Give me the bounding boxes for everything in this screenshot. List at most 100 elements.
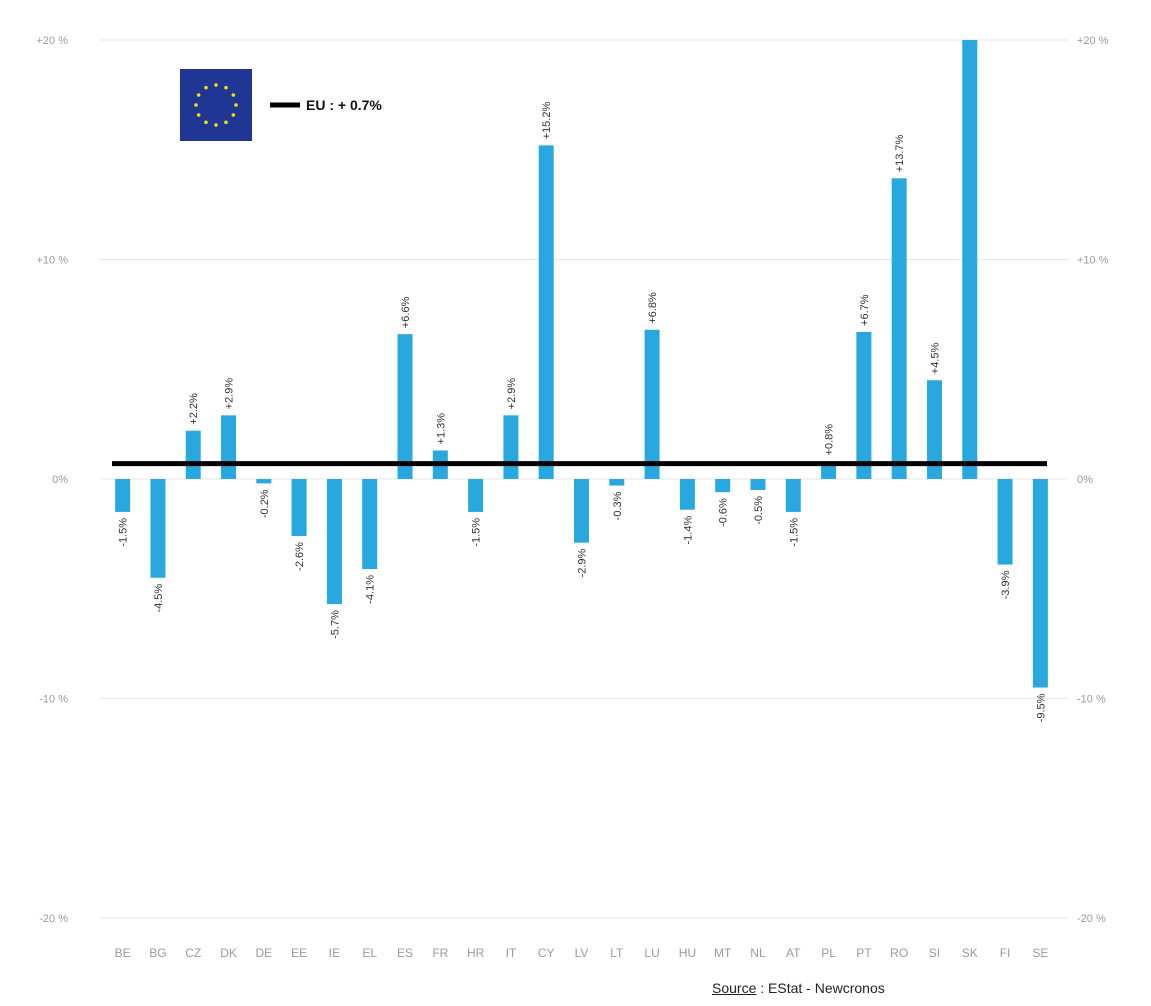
- y-tick-label-left: +20 %: [37, 35, 69, 47]
- bar-hu: [679, 479, 695, 510]
- x-tick-label: AT: [786, 946, 801, 960]
- data-label-dk: +2.9%: [224, 378, 236, 410]
- bar-it: [503, 415, 519, 479]
- x-tick-label: BE: [115, 946, 131, 960]
- x-axis-categories: BE BG CZ DK DE EE IE EL ES FR HR IT CY LV LT LU HU MT NL AT…: [115, 946, 1049, 960]
- x-tick-label: LU: [644, 946, 659, 960]
- flag-star: [224, 85, 228, 90]
- data-label-cy: +15.2%: [541, 102, 553, 140]
- y-tick-label-left: -10 %: [39, 694, 68, 706]
- x-tick-label: CY: [538, 946, 555, 960]
- bar-el: [362, 479, 378, 569]
- bars: [115, 40, 1048, 688]
- data-label-bg: -4.5%: [153, 584, 165, 613]
- data-label-hr: -1.5%: [471, 518, 483, 547]
- x-tick-label: HU: [679, 946, 696, 960]
- y-tick-label-right: +20 %: [1077, 35, 1109, 47]
- y-tick-label-right: +10 %: [1077, 255, 1109, 267]
- x-tick-label: EE: [291, 946, 307, 960]
- data-label-nl: -0.5%: [753, 496, 765, 525]
- bar-si: [926, 380, 942, 479]
- y-axis-left: +20 % +10 % 0% -10 % -20 %: [37, 35, 69, 925]
- x-tick-label: PL: [821, 946, 836, 960]
- data-label-es: +6.6%: [400, 296, 412, 328]
- bar-be: [115, 479, 131, 512]
- data-label-si: +4.5%: [929, 343, 941, 375]
- bar-cz: [185, 430, 201, 479]
- data-label-pt: +6.7%: [859, 294, 871, 326]
- data-label-lt: -0.3%: [612, 491, 624, 520]
- x-tick-label: SK: [962, 946, 978, 960]
- x-tick-label: PT: [856, 946, 872, 960]
- x-tick-label: DK: [220, 946, 237, 960]
- x-tick-label: IT: [506, 946, 517, 960]
- data-label-se: -9.5%: [1035, 693, 1047, 722]
- x-tick-label: LT: [610, 946, 624, 960]
- legend-label: EU : + 0.7%: [306, 97, 382, 113]
- x-tick-label: ES: [397, 946, 413, 960]
- data-label-fr: +1.3%: [435, 413, 447, 445]
- flag-star: [204, 120, 208, 125]
- bar-ie: [326, 479, 342, 605]
- data-label-hu: -1.4%: [682, 516, 694, 545]
- data-label-de: -0.2%: [259, 489, 271, 518]
- x-tick-label: FI: [1000, 946, 1011, 960]
- bar-es: [397, 334, 413, 479]
- y-tick-label-right: -10 %: [1077, 694, 1106, 706]
- bar-se: [1032, 479, 1048, 688]
- flag-star: [196, 113, 201, 117]
- x-tick-label: RO: [890, 946, 908, 960]
- bar-at: [785, 479, 801, 512]
- x-tick-label: LV: [575, 946, 589, 960]
- x-tick-label: DE: [255, 946, 272, 960]
- data-label-cz: +2.2%: [188, 393, 200, 425]
- x-tick-label: BG: [149, 946, 166, 960]
- bar-hr: [468, 479, 484, 512]
- flag-star: [194, 103, 198, 107]
- data-label-be: -1.5%: [118, 518, 130, 547]
- legend: EU : + 0.7%: [180, 69, 382, 141]
- flag-star: [231, 113, 236, 117]
- bar-lu: [644, 329, 660, 479]
- bar-ro: [891, 178, 907, 479]
- flag-star: [234, 103, 238, 107]
- source-separator: :: [756, 980, 765, 996]
- y-axis-right: +20 % +10 % 0% -10 % -20 %: [1077, 35, 1109, 925]
- data-label-el: -4.1%: [365, 575, 377, 604]
- x-tick-label: CZ: [185, 946, 201, 960]
- flag-star: [204, 85, 208, 90]
- source-key: Source: [712, 980, 757, 996]
- data-label-mt: -0.6%: [718, 498, 730, 527]
- bar-mt: [715, 479, 731, 493]
- bar-pt: [856, 331, 872, 479]
- y-tick-label-left: 0%: [52, 474, 68, 486]
- x-tick-label: NL: [750, 946, 766, 960]
- x-tick-label: SI: [929, 946, 940, 960]
- source-value: EStat - Newcronos: [768, 980, 885, 996]
- data-label-fi: -3.9%: [1000, 570, 1012, 599]
- y-tick-label-left: +10 %: [37, 255, 69, 267]
- x-tick-label: MT: [714, 946, 732, 960]
- data-label-lv: -2.9%: [577, 548, 589, 577]
- data-label-it: +2.9%: [506, 378, 518, 410]
- x-tick-label: EL: [362, 946, 377, 960]
- eu-flag-icon: [180, 69, 252, 141]
- flag-star: [231, 93, 236, 97]
- bar-fi: [997, 479, 1013, 565]
- bar-ee: [291, 479, 307, 537]
- flag-star: [196, 93, 201, 97]
- data-label-ee: -2.6%: [294, 542, 306, 571]
- x-tick-label: FR: [432, 946, 448, 960]
- flag-star: [224, 120, 228, 125]
- bar-sk: [962, 40, 978, 479]
- data-label-pl: +0.8%: [824, 424, 836, 456]
- flag-star: [214, 123, 218, 127]
- y-tick-label-right: -20 %: [1077, 913, 1106, 925]
- bar-bg: [150, 479, 166, 578]
- data-label-lu: +6.8%: [647, 292, 659, 324]
- flag-star: [214, 83, 218, 87]
- bar-lt: [609, 479, 625, 486]
- eu-flag-stars: [194, 83, 238, 127]
- x-tick-label: SE: [1032, 946, 1048, 960]
